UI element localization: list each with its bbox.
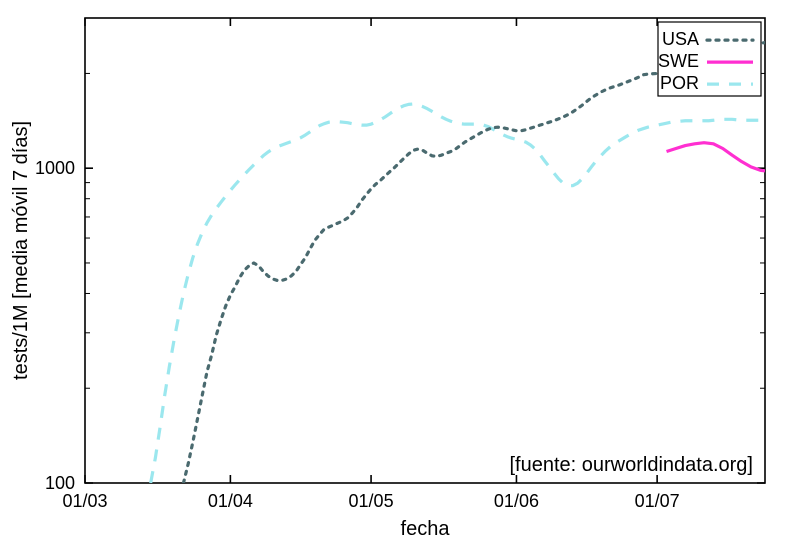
y-axis-label: tests/1M [media móvil 7 días]: [10, 121, 32, 380]
chart-container: 01/03 01/04 01/05 01/06 01/07 fecha 100 1000tes…: [0, 0, 800, 559]
x-tick-label: 01/06: [494, 491, 539, 511]
y-tick-label: 100: [45, 473, 75, 493]
x-tick-label: 01/03: [62, 491, 107, 511]
legend-label: POR: [660, 73, 699, 93]
x-tick-label: 01/07: [635, 491, 680, 511]
x-tick-label: 01/05: [349, 491, 394, 511]
legend-label: USA: [662, 29, 699, 49]
legend-label: SWE: [658, 51, 699, 71]
x-tick-label: 01/04: [208, 491, 253, 511]
chart-svg: 01/03 01/04 01/05 01/06 01/07 fecha 100 1000tes…: [0, 0, 800, 559]
source-text: [fuente: ourworldindata.org]: [510, 454, 754, 476]
legend: USASWEPOR: [658, 22, 761, 96]
x-axis-label: fecha: [401, 518, 451, 540]
y-tick-label: 1000: [35, 158, 75, 178]
